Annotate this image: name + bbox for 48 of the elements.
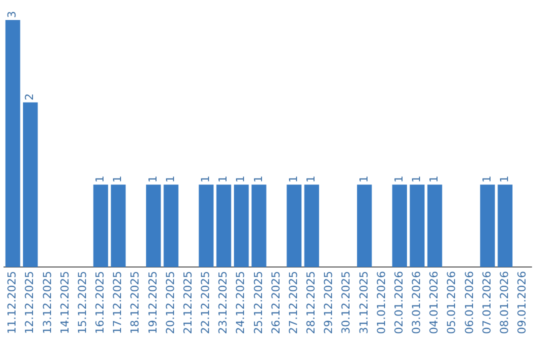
data-label: 1: [498, 176, 511, 183]
x-tick-label: 09.01.2026: [516, 271, 529, 334]
data-label: 1: [357, 176, 370, 183]
x-tick-label: 29.12.2025: [322, 271, 336, 334]
x-tick-label: 22.12.2025: [199, 271, 212, 334]
data-label: 1: [410, 176, 424, 183]
x-tick-label: 18.12.2025: [128, 271, 142, 334]
data-label: 1: [164, 176, 177, 183]
x-tick-label: 17.12.2025: [111, 271, 124, 334]
x-tick-label: 15.12.2025: [76, 271, 89, 334]
data-label: 1: [286, 176, 300, 183]
x-tick-label: 30.12.2025: [340, 271, 353, 334]
data-label: 1: [304, 176, 318, 183]
x-tick-label: 16.12.2025: [94, 271, 107, 334]
data-label: 1: [94, 176, 107, 183]
x-tick-label: 19.12.2025: [146, 271, 160, 334]
x-tick-label: 31.12.2025: [357, 271, 370, 334]
data-label: 1: [111, 176, 124, 183]
x-tick-label: 03.01.2026: [410, 271, 424, 334]
x-tick-label: 24.12.2025: [234, 271, 248, 334]
data-label: 1: [392, 176, 406, 183]
x-tick-label: 20.12.2025: [164, 271, 177, 334]
data-label: 1: [146, 176, 160, 183]
x-tick-label: 27.12.2025: [286, 271, 300, 334]
x-tick-label: 23.12.2025: [216, 271, 230, 334]
x-tick-label: 26.12.2025: [269, 271, 282, 334]
x-tick-label: 02.01.2026: [392, 271, 406, 334]
data-label: 1: [428, 176, 441, 183]
data-label: 1: [216, 176, 230, 183]
x-tick-label: 04.01.2026: [428, 271, 441, 334]
x-tick-label: 28.12.2025: [304, 271, 318, 334]
data-label: 1: [252, 176, 265, 183]
x-tick-label: 14.12.2025: [58, 271, 72, 334]
x-tick-label: 06.01.2026: [462, 271, 476, 334]
x-tick-label: 08.01.2026: [498, 271, 511, 334]
x-tick-label: 07.01.2026: [480, 271, 494, 334]
x-tick-label: 11.12.2025: [6, 271, 19, 334]
x-tick-label: 21.12.2025: [181, 271, 194, 334]
x-tick-label: 05.01.2026: [445, 271, 458, 334]
data-label: 1: [234, 176, 248, 183]
data-label: 1: [480, 176, 494, 183]
x-tick-label: 12.12.2025: [23, 271, 36, 334]
data-label: 2: [23, 93, 36, 100]
data-label: 3: [6, 11, 19, 18]
x-tick-label: 25.12.2025: [252, 271, 265, 334]
x-tick-label: 01.01.2026: [374, 271, 388, 334]
data-label: 1: [199, 176, 212, 183]
x-tick-label: 13.12.2025: [40, 271, 54, 334]
